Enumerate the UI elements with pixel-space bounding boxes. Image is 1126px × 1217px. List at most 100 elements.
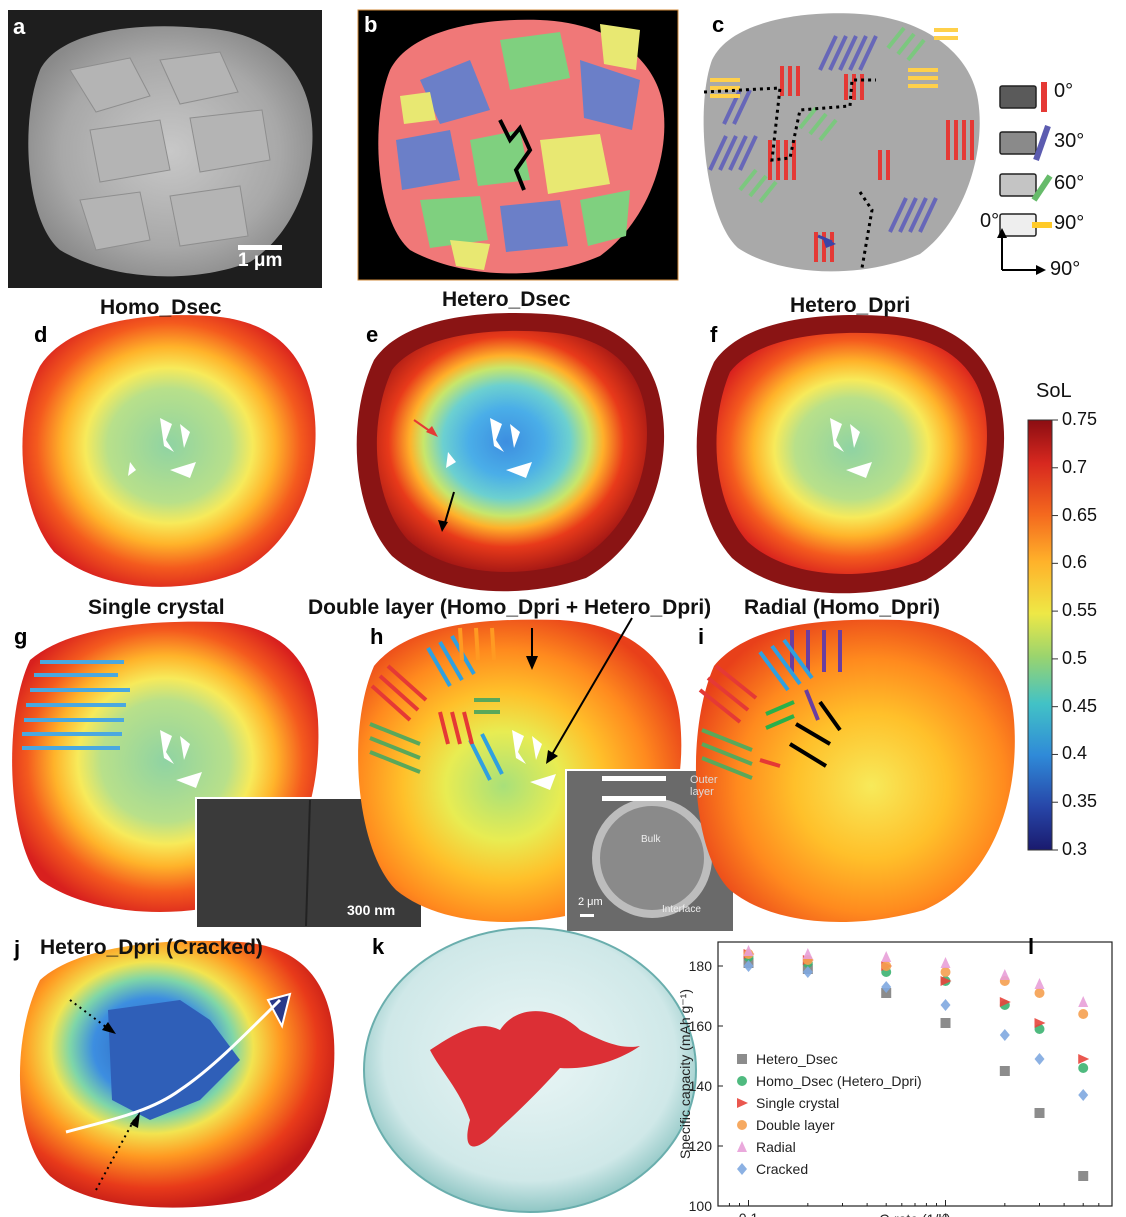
axis-y-arrowhead (997, 228, 1007, 238)
legend-label-3: Double layer (756, 1117, 835, 1133)
panel-c (703, 13, 1053, 275)
scalebar-label-a: 1 μm (238, 250, 283, 271)
data-point-1-6 (1078, 1063, 1089, 1073)
colorbar-gradient (1027, 419, 1053, 851)
panel-label-g: g (14, 624, 28, 649)
panel-k (363, 927, 697, 1213)
pores-g (160, 730, 202, 788)
axis-x-label: 90° (1050, 258, 1081, 280)
panel-j (19, 940, 335, 1208)
data-point-2-3 (940, 976, 952, 986)
pores-e (446, 418, 532, 478)
panel-label-c: c (712, 12, 725, 37)
y-tick-label: 180 (689, 958, 713, 974)
colorbar-tick-label: 0.3 (1062, 839, 1088, 859)
panel-label-d: d (34, 322, 48, 347)
legend-swatch-1 (999, 131, 1037, 155)
pores-d (128, 418, 196, 478)
caption-e: Double layer (Homo_Dpri + Hetero_Dpri) (308, 596, 712, 619)
y-tick-label: 120 (689, 1138, 713, 1154)
crack-j (65, 998, 282, 1134)
panel-label-i: i (698, 624, 705, 649)
legend-label-1: Homo_Dsec (Hetero_Dpri) (756, 1073, 922, 1089)
scalebar-a (238, 245, 282, 250)
panel-a (8, 10, 322, 288)
panel-h (358, 617, 735, 933)
sol-map-e (376, 330, 647, 572)
data-point-5-2 (881, 981, 892, 993)
legend-swatch-2 (999, 173, 1037, 197)
y-tick-label: 100 (689, 1198, 713, 1214)
data-point-4-4 (999, 969, 1010, 980)
data-point-4-6 (1078, 996, 1089, 1007)
void-network-3d (430, 1011, 640, 1147)
caption-f: Radial (Homo_Dpri) (744, 596, 941, 619)
panel-label-b: b (364, 12, 378, 37)
data-point-5-5 (1034, 1053, 1045, 1065)
data-point-4-1 (802, 948, 813, 959)
legend-angle-90: 90° (1054, 212, 1085, 234)
data-point-4-5 (1034, 978, 1045, 989)
panel-label-a: a (13, 14, 26, 39)
legend-mark-2 (1031, 174, 1053, 202)
colorbar-tick-label: 0.5 (1062, 647, 1088, 668)
pores-h (512, 730, 556, 790)
inset-outer-label: Outer layer (690, 774, 718, 798)
colorbar (1027, 419, 1058, 851)
panel-label-e: e (366, 322, 379, 347)
legend-swatch-3 (999, 213, 1037, 237)
inset-bulk-label: Bulk (641, 834, 661, 845)
legend-label-0: Hetero_Dsec (756, 1051, 838, 1067)
legend-marker-4 (737, 1141, 747, 1152)
colorbar-tick-label: 0.4 (1062, 743, 1088, 764)
colorbar-tick-label: 0.45 (1062, 695, 1098, 716)
panel-d (22, 315, 316, 587)
blue-arrow-head (822, 236, 836, 248)
caption-b: Hetero_Dsec (442, 288, 571, 311)
data-point-5-6 (1078, 1089, 1089, 1101)
panel-l: 100 120 140 160 180 0.1 1C-rate (1/h) Specific … (677, 941, 1113, 1217)
legend-label-5: Cracked (756, 1161, 808, 1177)
inset-scalebar-h: 2 μm (578, 896, 603, 908)
x-tick-label: 0.1 (739, 1210, 759, 1217)
data-point-5-1 (802, 966, 813, 978)
data-point-4-3 (940, 957, 951, 968)
blue-region-j (108, 1000, 240, 1120)
scalebar-h (580, 914, 594, 917)
data-point-0-5 (1034, 1108, 1045, 1118)
dotted-arrow-j-1 (69, 999, 111, 1031)
legend-angle-0: 0° (1054, 80, 1074, 102)
data-point-2-4 (999, 997, 1011, 1007)
legend-mark-1 (1033, 125, 1051, 161)
x-axis-label: C-rate (1/h) (879, 1211, 951, 1217)
y-axis-label: Specific capacity (mAh g⁻¹) (677, 989, 693, 1159)
inset-boundary-g (305, 799, 311, 927)
panel-label-k: k (372, 934, 385, 959)
hatch-lines (708, 26, 974, 262)
data-point-3-5 (1034, 988, 1045, 998)
caption-d: Single crystal (88, 596, 225, 619)
panel-label-h: h (370, 624, 384, 649)
caption-j: Hetero_Dpri (Cracked) (40, 936, 263, 959)
dotted-path (703, 78, 876, 269)
legend-marker-3 (737, 1120, 747, 1130)
legend-angle-30: 30° (1054, 130, 1085, 152)
colorbar-tick-label: 0.7 (1062, 456, 1088, 477)
inset-interface-label: Interface (662, 904, 701, 915)
panel-label-f: f (710, 322, 718, 347)
legend-label-2: Single crystal (756, 1095, 839, 1111)
data-point-4-2 (881, 951, 892, 962)
orientation-lines-i (698, 630, 842, 780)
arrow-head-j-1 (102, 1022, 116, 1034)
data-point-0-6 (1078, 1171, 1089, 1181)
data-point-0-4 (999, 1066, 1010, 1076)
orientation-lines-g (22, 660, 130, 750)
data-point-3-3 (940, 967, 951, 977)
x-tick-label: 1 (942, 1210, 950, 1217)
panel-e (356, 312, 665, 592)
blue-patch-j (266, 992, 292, 1029)
data-point-3-2 (881, 961, 892, 971)
axis-x-arrowhead (1036, 265, 1046, 275)
sol-map-f (716, 332, 987, 574)
arrow-h-bulk (549, 617, 633, 759)
